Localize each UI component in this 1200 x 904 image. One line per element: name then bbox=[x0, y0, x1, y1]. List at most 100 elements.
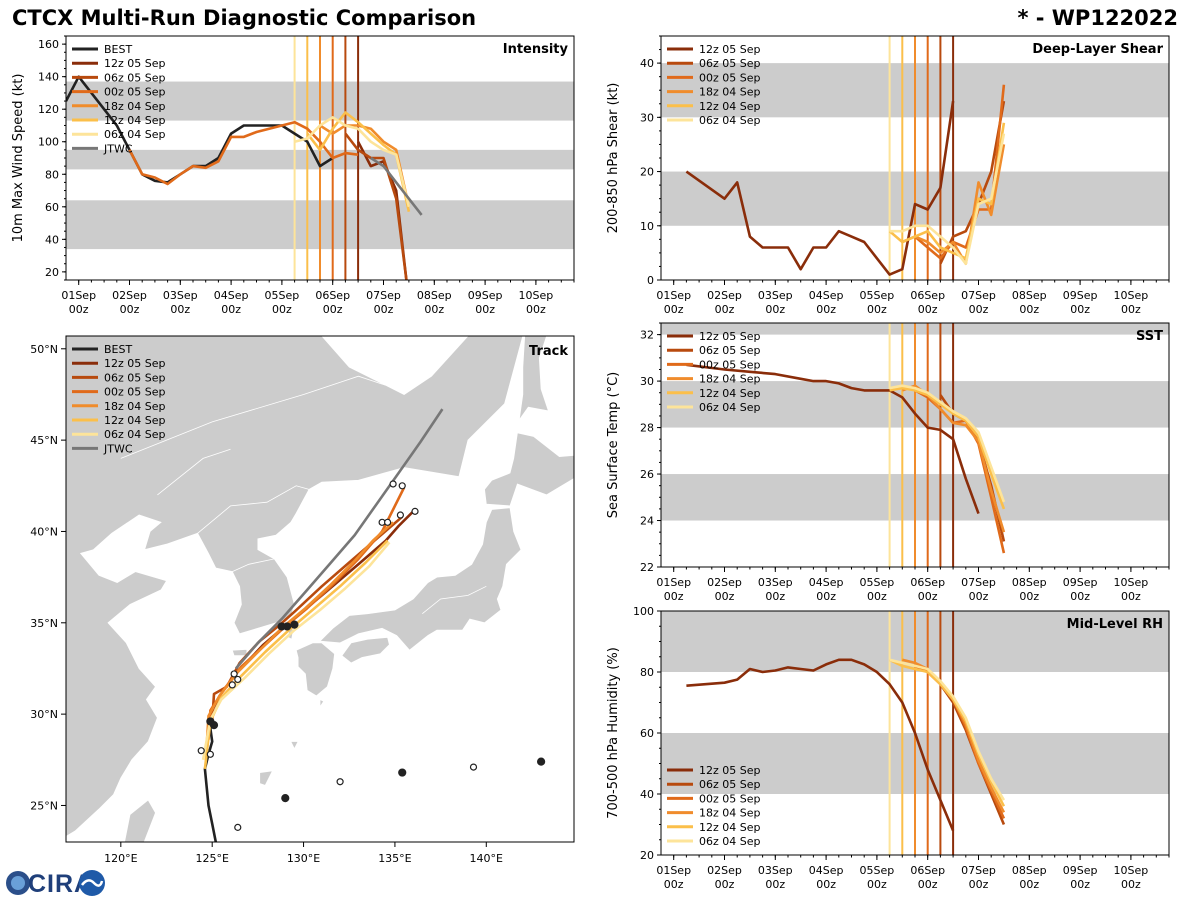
shear-xtick-label: 10Sep bbox=[1114, 289, 1149, 302]
sst-xtick-label: 05Sep bbox=[860, 576, 895, 589]
intensity-xtick-label: 07Sep bbox=[366, 289, 401, 302]
shear-ytick-label: 10 bbox=[640, 220, 654, 233]
track-position-marker bbox=[206, 750, 214, 758]
track-position-marker bbox=[281, 794, 290, 803]
rh-ytick-label: 80 bbox=[640, 666, 654, 679]
sst-ytick-label: 30 bbox=[640, 375, 654, 388]
intensity-xtick-label: 00z bbox=[272, 303, 292, 316]
track-ytick-label: 35°N bbox=[30, 617, 58, 630]
rh-xtick-label: 00z bbox=[969, 878, 989, 891]
sst-xtick-label: 00z bbox=[816, 590, 836, 603]
shear-panel: 01020304001Sep00z02Sep00z03Sep00z04Sep00… bbox=[606, 35, 1170, 316]
intensity-series-06z-05-sep bbox=[344, 132, 408, 280]
sst-xtick-label: 00z bbox=[918, 590, 938, 603]
shear-ylabel: 200-850 hPa Shear (kt) bbox=[606, 83, 621, 234]
intensity-legend-label: JTWC bbox=[103, 142, 133, 155]
rh-xtick-label: 00z bbox=[918, 878, 938, 891]
intensity-xtick-label: 09Sep bbox=[468, 289, 503, 302]
intensity-ytick-label: 120 bbox=[38, 103, 59, 116]
shear-xtick-label: 02Sep bbox=[707, 289, 742, 302]
border-line-3 bbox=[157, 448, 231, 496]
rh-panel: 2040608010001Sep00z02Sep00z03Sep00z04Sep… bbox=[606, 605, 1170, 891]
sst-xtick-label: 00z bbox=[715, 590, 735, 603]
intensity-xtick-label: 00z bbox=[323, 303, 343, 316]
rh-xtick-label: 00z bbox=[664, 878, 684, 891]
sst-xtick-label: 00z bbox=[1121, 590, 1141, 603]
land-amami bbox=[290, 741, 299, 750]
rh-xtick-label: 00z bbox=[1019, 878, 1039, 891]
shear-plot-area bbox=[661, 36, 1169, 280]
land-tanegashima bbox=[319, 698, 325, 709]
track-position-marker bbox=[234, 675, 242, 684]
shear-xtick-label: 00z bbox=[715, 303, 735, 316]
rh-xtick-label: 00z bbox=[867, 878, 887, 891]
page-title: CTCX Multi-Run Diagnostic Comparison bbox=[12, 6, 477, 30]
land-okinawa bbox=[259, 770, 274, 786]
shear-xtick-label: 09Sep bbox=[1063, 289, 1098, 302]
sst-legend-label: 12z 04 Sep bbox=[699, 387, 761, 400]
track-position-marker bbox=[469, 763, 478, 771]
intensity-xtick-label: 00z bbox=[120, 303, 140, 316]
rh-xtick-label: 08Sep bbox=[1012, 864, 1047, 877]
track-position-marker bbox=[206, 717, 215, 726]
shear-xtick-label: 00z bbox=[1070, 303, 1090, 316]
intensity-xtick-label: 00z bbox=[170, 303, 190, 316]
track-frame bbox=[65, 335, 575, 843]
rh-xtick-label: 00z bbox=[765, 878, 785, 891]
border-line-1 bbox=[232, 558, 275, 572]
shear-xtick-label: 05Sep bbox=[860, 289, 895, 302]
intensity-legend-label: 06z 04 Sep bbox=[104, 128, 166, 141]
storm-id: * - WP122022 bbox=[1017, 6, 1178, 30]
intensity-legend-label: 12z 05 Sep bbox=[104, 57, 166, 70]
sst-series-12z-04-sep bbox=[889, 386, 1006, 510]
shear-xtick-label: 07Sep bbox=[961, 289, 996, 302]
cira-wave-icon bbox=[79, 870, 105, 896]
track-position-marker bbox=[398, 768, 407, 777]
sst-xtick-label: 00z bbox=[1019, 590, 1039, 603]
intensity-xtick-label: 06Sep bbox=[315, 289, 350, 302]
track-legend-label: 06z 05 Sep bbox=[104, 371, 166, 384]
intensity-xtick-label: 00z bbox=[526, 303, 546, 316]
sst-xtick-label: 07Sep bbox=[961, 576, 996, 589]
shear-legend-label: 00z 05 Sep bbox=[699, 71, 761, 84]
sst-xtick-label: 09Sep bbox=[1063, 576, 1098, 589]
track-series-jtwc bbox=[234, 408, 444, 670]
border-line-0 bbox=[197, 485, 310, 534]
track-ytick-label: 50°N bbox=[30, 343, 58, 356]
intensity-xtick-label: 10Sep bbox=[519, 289, 554, 302]
intensity-series-12z-04-sep bbox=[306, 111, 411, 212]
rh-title: Mid-Level RH bbox=[1067, 617, 1163, 632]
rh-xtick-label: 00z bbox=[1070, 878, 1090, 891]
shear-legend-label: 18z 04 Sep bbox=[699, 86, 761, 99]
rh-xtick-label: 01Sep bbox=[656, 864, 691, 877]
track-position-marker bbox=[197, 747, 205, 755]
track-xtick-label: 130°E bbox=[287, 852, 320, 865]
intensity-xtick-label: 00z bbox=[374, 303, 394, 316]
land-honshu bbox=[319, 507, 522, 651]
track-xtick-label: 135°E bbox=[378, 852, 411, 865]
rh-xtick-label: 03Sep bbox=[758, 864, 793, 877]
shear-xtick-label: 03Sep bbox=[758, 289, 793, 302]
intensity-xtick-label: 00z bbox=[475, 303, 495, 316]
shear-xtick-label: 00z bbox=[664, 303, 684, 316]
sst-xtick-label: 06Sep bbox=[910, 576, 945, 589]
track-ytick-label: 30°N bbox=[30, 708, 58, 721]
intensity-xtick-label: 08Sep bbox=[417, 289, 452, 302]
land-jeju bbox=[231, 648, 248, 657]
intensity-xtick-label: 00z bbox=[69, 303, 89, 316]
track-legend-label: 12z 04 Sep bbox=[104, 414, 166, 427]
intensity-legend-label: 06z 05 Sep bbox=[104, 71, 166, 84]
rh-legend-label: 12z 05 Sep bbox=[699, 764, 761, 777]
sst-ytick-label: 26 bbox=[640, 468, 654, 481]
rh-legend-label: 06z 05 Sep bbox=[699, 778, 761, 791]
sst-xtick-label: 08Sep bbox=[1012, 576, 1047, 589]
track-position-marker bbox=[283, 622, 292, 631]
shear-series-12z-05-sep bbox=[685, 100, 955, 276]
track-position-marker bbox=[384, 518, 392, 526]
intensity-ytick-label: 140 bbox=[38, 71, 59, 84]
rh-xtick-label: 09Sep bbox=[1063, 864, 1098, 877]
shear-xtick-label: 00z bbox=[918, 303, 938, 316]
intensity-series-06z-04-sep bbox=[294, 116, 411, 208]
rh-xtick-label: 10Sep bbox=[1114, 864, 1149, 877]
sst-ytick-label: 32 bbox=[640, 329, 654, 342]
